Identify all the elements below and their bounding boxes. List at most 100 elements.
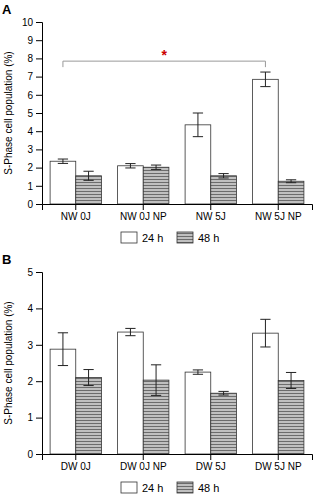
error-bar-stem — [62, 159, 63, 163]
x-tick: NW 0J — [61, 204, 91, 222]
legend-item: 48 h — [177, 232, 219, 244]
legend-item: 24 h — [121, 232, 163, 244]
error-bar-stem — [62, 333, 63, 366]
error-bar — [125, 328, 135, 335]
bar — [253, 333, 279, 454]
error-bar-stem — [88, 171, 89, 180]
x-tick: NW 0J NP — [120, 204, 167, 222]
error-bar-stem — [291, 372, 292, 388]
error-bar — [83, 171, 93, 180]
x-tick-label: DW 5J — [196, 461, 226, 472]
error-bar-cap — [83, 369, 93, 370]
error-bar-cap — [151, 165, 161, 166]
x-axis: DW 0JDW 0J NPDW 5JDW 5J NP — [43, 454, 313, 472]
error-bar-stem — [223, 174, 224, 178]
y-tick: 3 — [27, 340, 42, 351]
y-tick-mark — [36, 381, 42, 382]
y-tick: 5 — [27, 267, 42, 278]
x-tick-mark — [143, 454, 144, 460]
y-tick-mark — [36, 95, 42, 96]
y-tick-mark — [36, 40, 42, 41]
bar — [185, 125, 211, 204]
error-bar — [151, 365, 161, 396]
bar — [211, 393, 237, 454]
x-tick-mark — [210, 204, 211, 210]
y-tick-label: 6 — [27, 90, 33, 101]
error-bar-cap — [125, 163, 135, 164]
annotation: * — [161, 47, 167, 63]
error-bar — [193, 370, 203, 374]
y-tick-mark — [36, 418, 42, 419]
error-bar — [83, 370, 93, 386]
chart: 012345678910NW 0JNW 0J NPNW 5JNW 5J NPS-… — [0, 0, 322, 500]
error-bar-stem — [130, 328, 131, 335]
legend-swatch — [177, 232, 193, 243]
error-bar-stem — [265, 72, 266, 87]
error-bar — [151, 165, 161, 169]
error-bar-cap — [83, 171, 93, 172]
error-bar-stem — [197, 113, 198, 137]
error-bar-cap — [193, 113, 203, 114]
y-tick-label: 3 — [27, 144, 33, 155]
y-tick-label: 1 — [27, 181, 33, 192]
y-tick-label: 2 — [27, 376, 33, 387]
error-bar-cap — [125, 335, 135, 336]
bar — [76, 378, 102, 454]
y-tick-mark — [36, 113, 42, 114]
error-bar-cap — [218, 173, 228, 174]
bar — [278, 380, 304, 454]
plot-area — [50, 319, 304, 454]
bar — [278, 181, 304, 204]
y-axis-title: S-Phase cell population (%) — [3, 51, 14, 174]
y-tick-label: 10 — [22, 17, 34, 28]
series — [50, 72, 278, 204]
axis-line — [43, 455, 313, 461]
error-bar-cap — [286, 179, 296, 180]
x-tick-mark — [210, 454, 211, 460]
bar — [253, 79, 279, 204]
y-tick-mark — [36, 22, 42, 23]
error-bar-cap — [193, 136, 203, 137]
x-tick-label: NW 0J NP — [120, 211, 167, 222]
x-tick-label: NW 5J — [196, 211, 226, 222]
y-tick: 7 — [27, 71, 42, 82]
error-bar-cap — [151, 169, 161, 170]
error-bar — [218, 174, 228, 178]
panel: 012345DW 0JDW 0J NPDW 5JDW 5J NPS-Phase … — [2, 252, 313, 494]
y-tick-mark — [36, 77, 42, 78]
bar — [118, 166, 144, 204]
error-bar-cap — [260, 319, 270, 320]
y-tick: 4 — [27, 303, 42, 314]
error-bar — [125, 164, 135, 168]
error-bar-cap — [218, 177, 228, 178]
y-tick: 2 — [27, 376, 42, 387]
bar — [143, 167, 169, 204]
y-tick-label: 0 — [27, 449, 33, 460]
error-bar-cap — [193, 374, 203, 375]
legend-swatch — [121, 232, 137, 243]
series — [76, 365, 304, 454]
error-bar-cap — [83, 180, 93, 181]
error-bar-cap — [58, 365, 68, 366]
axis-line — [36, 273, 43, 455]
bar — [76, 176, 102, 204]
y-tick: 0 — [27, 449, 42, 460]
error-bar-stem — [197, 370, 198, 374]
x-tick-mark — [75, 454, 76, 460]
plot-area — [50, 72, 304, 204]
error-bar-stem — [223, 391, 224, 395]
x-tick-label: DW 0J NP — [120, 461, 167, 472]
x-tick: NW 5J NP — [255, 204, 302, 222]
error-bar-cap — [218, 395, 228, 396]
y-tick: 0 — [27, 199, 42, 210]
y-tick-mark — [36, 345, 42, 346]
x-tick-label: NW 0J — [61, 211, 91, 222]
error-bar-cap — [151, 395, 161, 396]
error-bar-cap — [58, 163, 68, 164]
error-bar-cap — [58, 159, 68, 160]
legend-label: 48 h — [198, 482, 219, 494]
axis-line — [36, 23, 43, 205]
legend-swatch — [121, 482, 137, 493]
y-axis-title: S-Phase cell population (%) — [3, 301, 14, 424]
y-tick-label: 9 — [27, 35, 33, 46]
